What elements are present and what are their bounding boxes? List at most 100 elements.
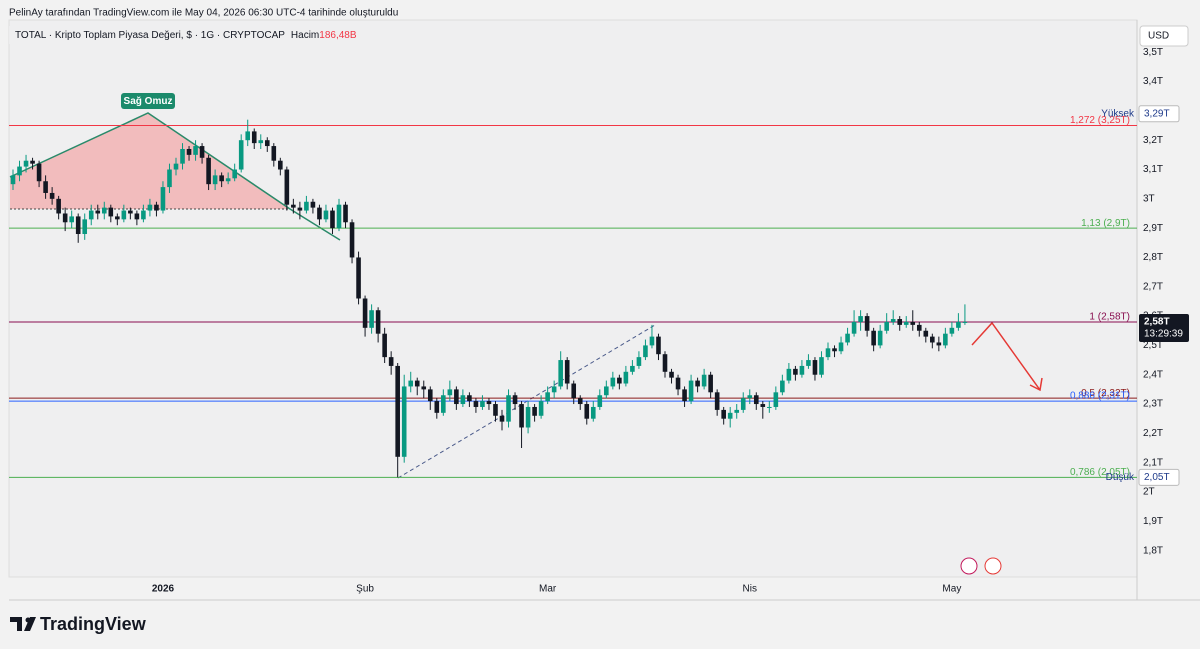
candle-body	[793, 368, 798, 375]
candle-body	[890, 319, 896, 322]
candle-body	[512, 395, 518, 405]
candle-body	[564, 360, 570, 384]
logo: TradingView	[10, 614, 147, 634]
candle-body	[643, 345, 648, 358]
candle-body	[408, 380, 414, 387]
candle-body	[271, 146, 277, 161]
candle-body	[212, 175, 218, 185]
candle-body	[851, 321, 857, 334]
candle-body	[480, 401, 485, 407]
x-tick-label: Şub	[356, 584, 374, 595]
y-tick-label: 2,4T	[1143, 369, 1163, 380]
candle-body	[577, 398, 583, 405]
marker-label: Düşük	[1106, 472, 1135, 483]
candle-body	[669, 371, 674, 378]
candle-body	[623, 371, 629, 384]
level-label: 0,5 (2,32T)	[1081, 388, 1130, 399]
candle-body	[558, 360, 563, 387]
candle-body	[36, 163, 42, 182]
candle-body	[584, 404, 590, 419]
y-tick-label: 1,8T	[1143, 545, 1163, 556]
candle-body	[17, 166, 22, 176]
y-tick-label: 2,5T	[1143, 340, 1163, 351]
marker-value: 2,05T	[1144, 472, 1170, 483]
candle-body	[362, 298, 368, 328]
candle-body	[297, 207, 303, 211]
level-label: 1,272 (3,25T)	[1070, 115, 1130, 126]
candle-body	[82, 219, 88, 235]
level-label: 0,786 (2,05T)	[1070, 467, 1130, 478]
candle-body	[167, 169, 172, 188]
annotation-box	[121, 93, 175, 109]
candle-body	[636, 357, 642, 366]
candle-body	[806, 360, 811, 366]
candle-body	[747, 395, 753, 399]
candle-body	[49, 192, 55, 199]
candle-body	[193, 146, 198, 155]
candle-body	[291, 204, 296, 208]
candle-body	[284, 169, 290, 205]
candle-body	[708, 374, 713, 393]
candle-body	[682, 389, 687, 402]
candle-body	[571, 383, 577, 399]
candle-body	[740, 398, 746, 410]
candle-body	[838, 342, 844, 352]
candle-body	[160, 187, 166, 211]
candle-body	[199, 146, 205, 158]
marker-value: 3,29T	[1144, 108, 1170, 119]
x-tick-label: Mar	[539, 584, 557, 595]
candle-body	[630, 365, 635, 372]
volume-value: 186,48B	[319, 30, 357, 41]
marker-box	[1138, 105, 1180, 123]
candle-body	[108, 207, 114, 217]
caption: PelinAy tarafından TradingView.com ile M…	[9, 8, 398, 19]
candle-body	[617, 377, 622, 384]
candle-body	[473, 401, 479, 407]
candle-body	[910, 321, 916, 325]
volume-label: Hacim	[291, 30, 319, 41]
candle-body	[662, 354, 668, 372]
candle-body	[251, 131, 257, 144]
candle-body	[219, 175, 224, 182]
candle-body	[897, 319, 903, 325]
y-tick-label: 2,2T	[1143, 428, 1163, 439]
candle-body	[786, 368, 792, 381]
candle-body	[506, 395, 511, 422]
y-tick-label: 2T	[1143, 487, 1155, 498]
candle-body	[95, 210, 101, 214]
candle-body	[258, 140, 264, 144]
candle-body	[278, 160, 283, 170]
symbol-title: TOTAL · Kripto Toplam Piyasa Değeri, $ ·…	[15, 30, 357, 41]
candle-body	[232, 169, 237, 179]
candle-body	[43, 181, 48, 193]
candle-body	[115, 216, 120, 220]
candle-body	[949, 327, 955, 334]
candle-body	[343, 204, 348, 223]
candle-body	[675, 377, 681, 390]
candle-body	[460, 395, 466, 405]
candle-body	[962, 321, 968, 323]
candle-body	[310, 201, 316, 208]
candle-body	[956, 321, 961, 328]
candle-body	[903, 321, 909, 325]
candle-body	[767, 406, 772, 408]
x-tick-label: May	[942, 584, 961, 595]
candle-body	[825, 348, 831, 358]
candle-body	[75, 216, 81, 235]
candle-body	[186, 148, 192, 155]
candle-body	[128, 210, 133, 214]
legend-bg	[9, 26, 349, 44]
candle-body	[245, 131, 251, 141]
candle-body	[375, 310, 381, 334]
candle-body	[727, 412, 733, 419]
y-tick-label: 1,9T	[1143, 516, 1163, 527]
candle-body	[349, 222, 355, 258]
candle-body	[832, 348, 837, 352]
candle-body	[23, 160, 29, 167]
y-tick-label: 2,7T	[1143, 281, 1163, 292]
candle-body	[812, 360, 818, 375]
candle-body	[10, 175, 16, 185]
candle-body	[369, 310, 374, 328]
candle-body	[264, 140, 270, 147]
